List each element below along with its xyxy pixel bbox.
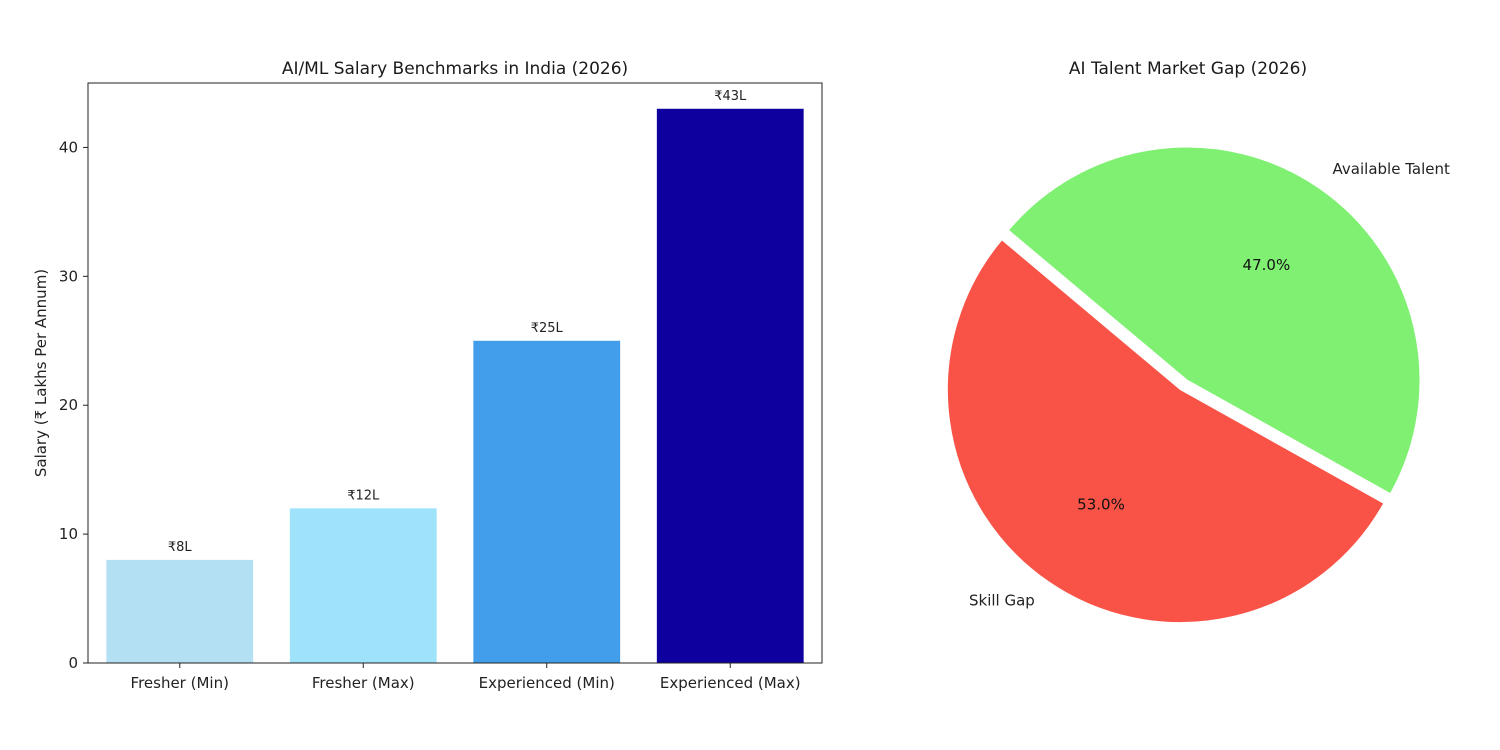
x-tick-label: Experienced (Min) xyxy=(479,674,615,692)
pie-slice-1 xyxy=(946,239,1385,624)
bar-value-label: ₹12L xyxy=(347,488,380,503)
pie-category-label: Available Talent xyxy=(1333,160,1450,178)
bar-value-label: ₹25L xyxy=(531,321,564,336)
pie-pct-label: 53.0% xyxy=(1077,496,1125,514)
bar-value-label: ₹8L xyxy=(168,540,193,555)
pie-slices xyxy=(946,146,1421,624)
y-axis-ticks: 0 10 20 30 40 xyxy=(59,138,88,672)
pie-slice-2 xyxy=(1007,146,1421,495)
bar-2 xyxy=(289,508,437,663)
y-axis-label: Salary (₹ Lakhs Per Annum) xyxy=(32,269,50,477)
bar-group xyxy=(106,108,804,664)
bar-value-label: ₹43L xyxy=(714,89,747,104)
y-tick-label: 10 xyxy=(59,525,78,543)
y-tick-label: 0 xyxy=(68,654,78,672)
bar-chart-title: AI/ML Salary Benchmarks in India (2026) xyxy=(282,59,628,79)
x-axis-ticks: Fresher (Min) Fresher (Max) Experienced (M… xyxy=(131,663,801,692)
bar-1 xyxy=(106,559,254,663)
bar-chart: AI/ML Salary Benchmarks in India (2026) … xyxy=(32,59,823,692)
y-tick-label: 40 xyxy=(59,138,78,156)
pie-pct-label: 47.0% xyxy=(1243,256,1291,274)
bar-value-labels: ₹8L ₹12L ₹25L ₹43L xyxy=(168,89,747,555)
plot-frame xyxy=(87,82,823,664)
pie-chart: AI Talent Market Gap (2026) 53.0% Skill G… xyxy=(946,59,1450,624)
y-tick-label: 30 xyxy=(59,267,78,285)
bar-3 xyxy=(473,340,621,663)
pie-labels: 53.0% Skill Gap 47.0% Available Talent xyxy=(969,160,1450,610)
bar-4 xyxy=(656,108,804,664)
y-tick-label: 20 xyxy=(59,396,78,414)
x-tick-label: Experienced (Max) xyxy=(660,674,801,692)
pie-chart-title: AI Talent Market Gap (2026) xyxy=(1069,59,1307,79)
x-tick-label: Fresher (Min) xyxy=(131,674,229,692)
x-tick-label: Fresher (Max) xyxy=(312,674,415,692)
pie-category-label: Skill Gap xyxy=(969,592,1035,610)
